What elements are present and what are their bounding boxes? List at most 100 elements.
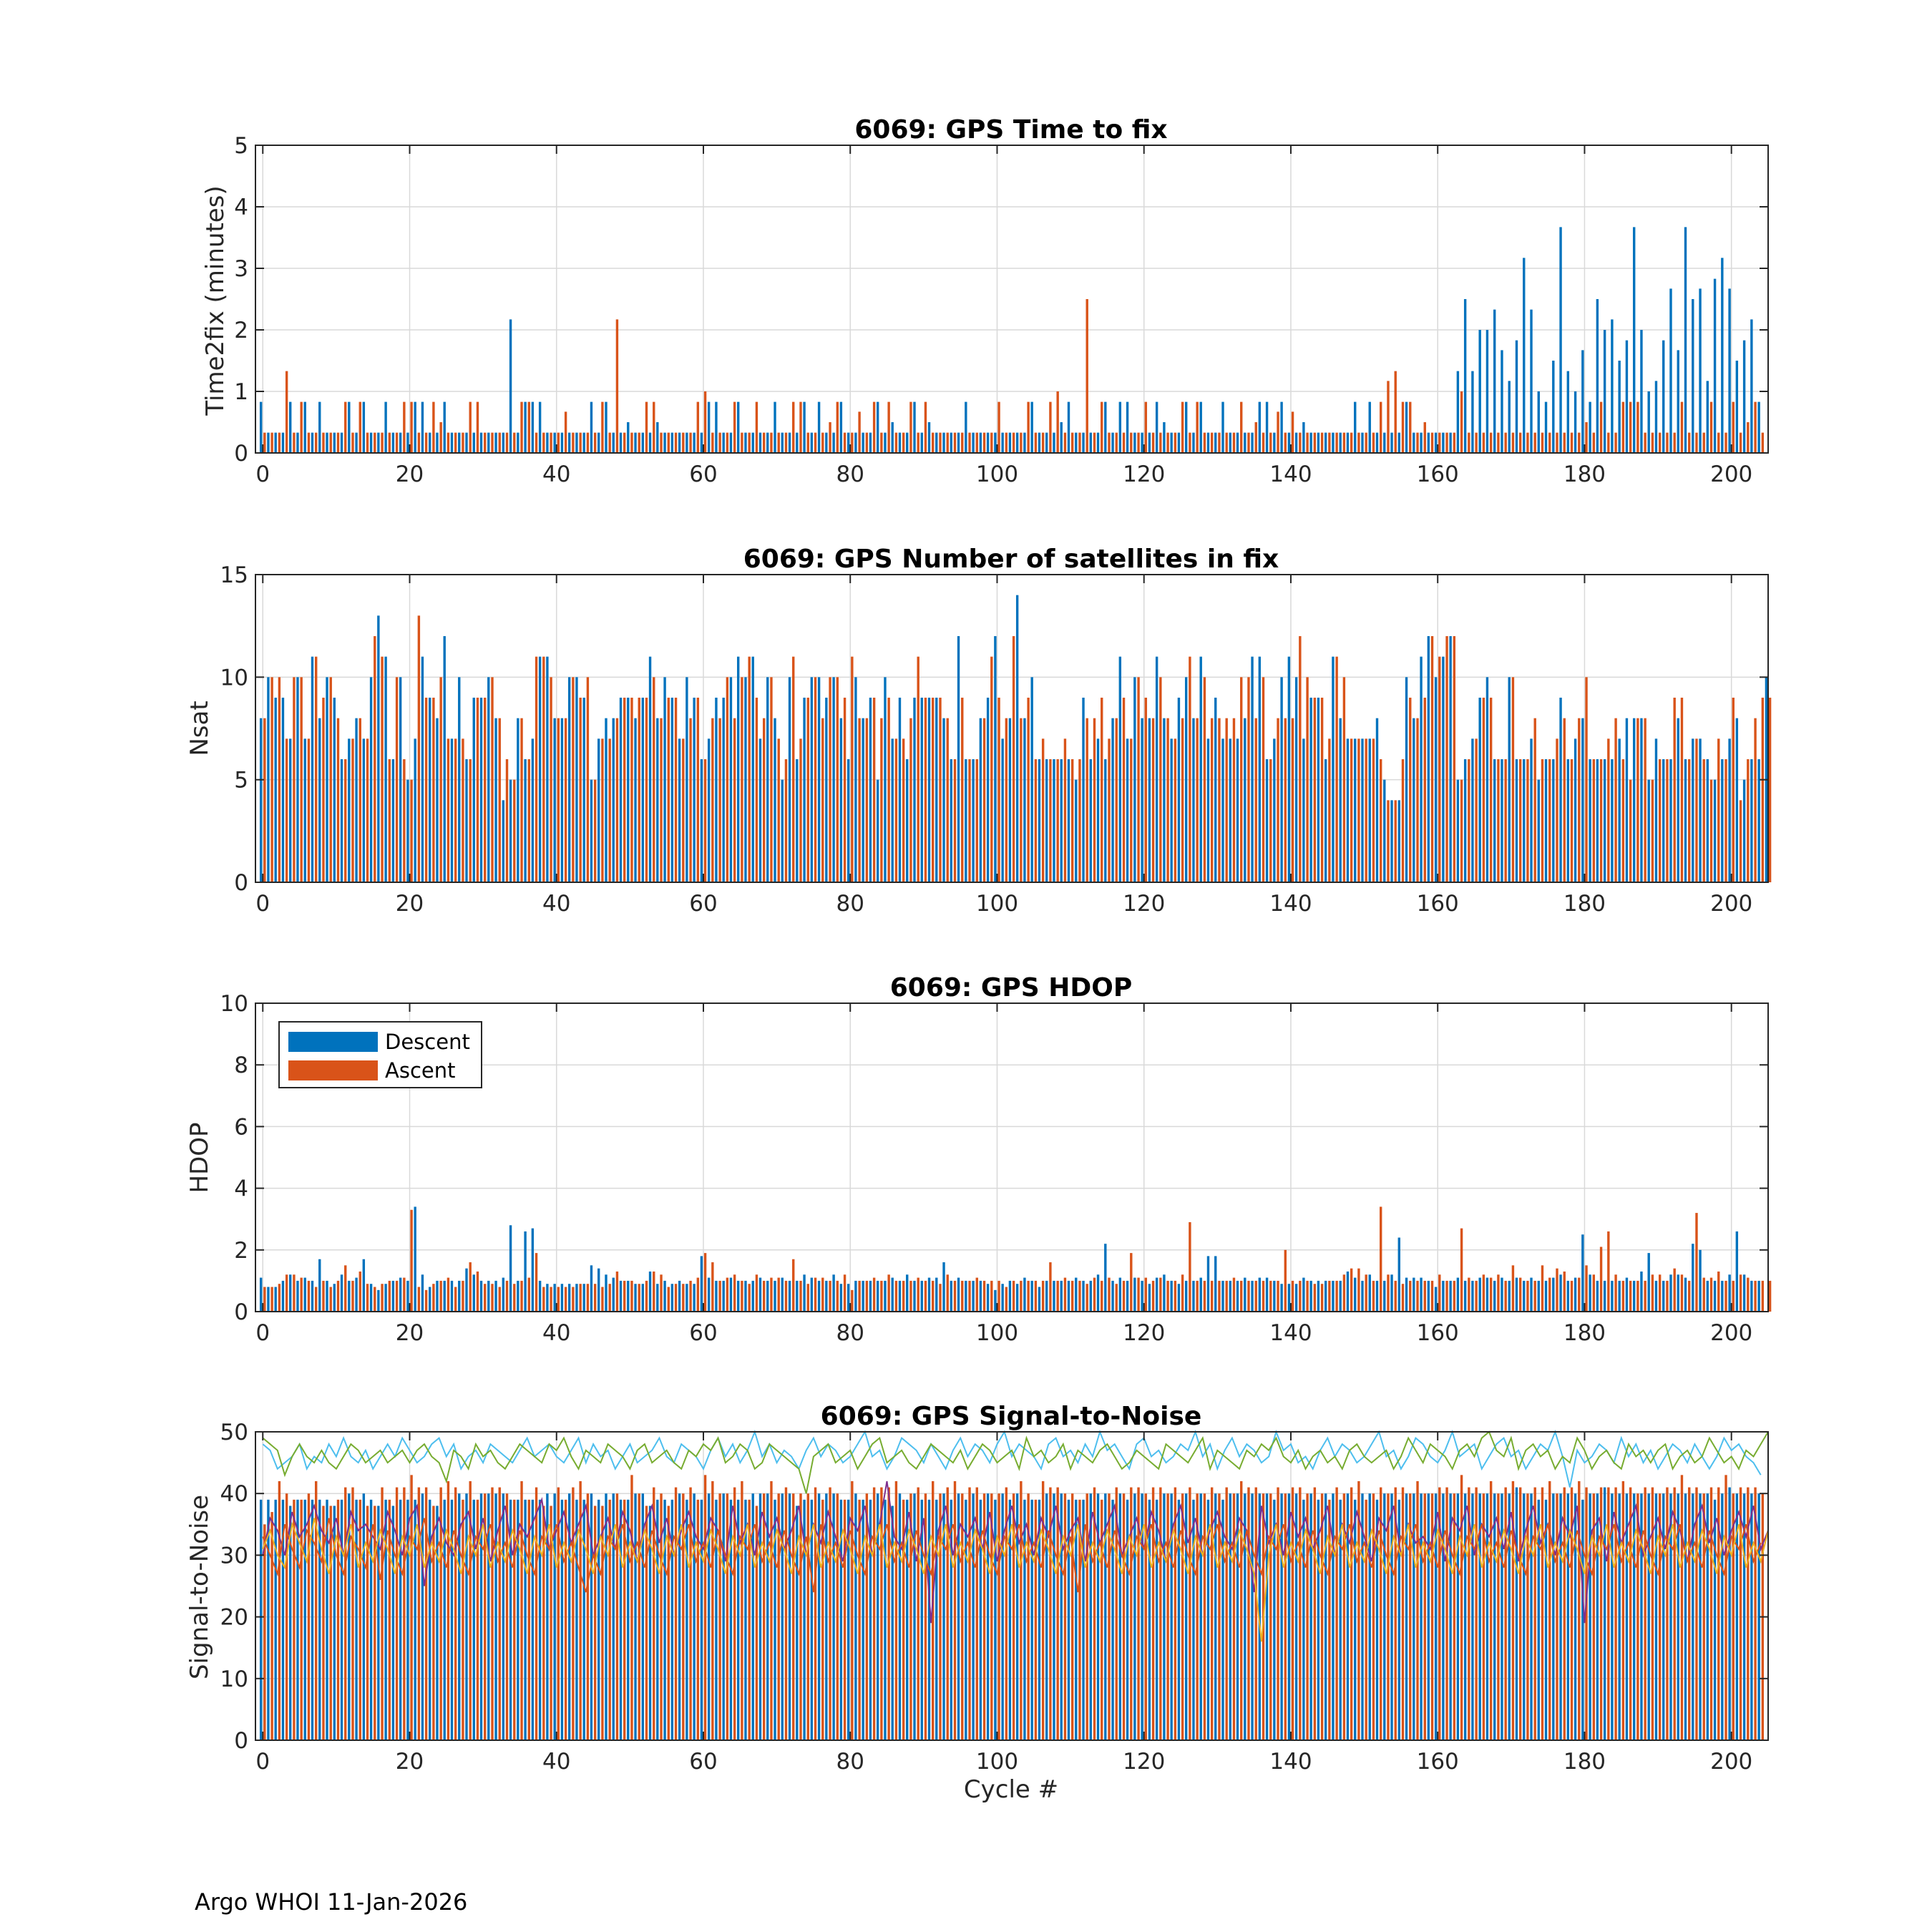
- bar-ascent: [1680, 1274, 1684, 1312]
- bar-ascent: [1203, 432, 1206, 453]
- bar-descent: [1170, 1280, 1173, 1312]
- bar-ascent: [638, 432, 640, 453]
- bar-descent: [700, 1499, 703, 1740]
- bar-descent: [876, 1493, 879, 1740]
- bar-ascent: [806, 1493, 809, 1740]
- bar-ascent: [924, 1493, 927, 1740]
- y-tick-label: 6: [234, 1114, 248, 1140]
- bar-ascent: [1070, 1280, 1074, 1312]
- bar-ascent: [505, 1493, 509, 1740]
- bar-ascent: [1012, 1493, 1015, 1740]
- bar-descent: [605, 1493, 608, 1740]
- bar-ascent: [1240, 1280, 1243, 1312]
- bar-descent: [758, 1493, 762, 1740]
- bar-ascent: [1644, 1487, 1646, 1740]
- bar-descent: [1141, 1280, 1143, 1312]
- x-tick-label: 120: [1123, 462, 1165, 487]
- bar-ascent: [1651, 1487, 1654, 1740]
- bar-descent: [781, 432, 784, 453]
- bar-descent: [1471, 738, 1474, 882]
- bar-descent: [1045, 1280, 1048, 1312]
- bar-descent: [1559, 1493, 1562, 1740]
- bar-descent: [1589, 1274, 1591, 1312]
- bar-descent: [648, 1506, 652, 1740]
- bar-ascent: [748, 432, 751, 453]
- bar-descent: [1493, 759, 1496, 882]
- bar-descent: [1523, 759, 1526, 882]
- bar-descent: [436, 432, 439, 453]
- bar-descent: [839, 718, 843, 882]
- bar-ascent: [1585, 677, 1588, 882]
- bar-ascent: [1695, 738, 1698, 882]
- bar-ascent: [366, 738, 369, 882]
- bar-ascent: [1761, 1280, 1765, 1312]
- bar-ascent: [307, 738, 311, 882]
- bar-descent: [348, 401, 351, 453]
- bar-descent: [1427, 636, 1430, 882]
- bar-ascent: [439, 677, 442, 882]
- bar-ascent: [484, 1493, 487, 1740]
- bar-ascent: [1306, 1493, 1309, 1740]
- bar-ascent: [1629, 401, 1632, 453]
- bar-ascent: [1533, 1487, 1536, 1740]
- bar-ascent: [1709, 401, 1713, 453]
- bar-ascent: [1504, 759, 1507, 882]
- bar-descent: [296, 1280, 299, 1312]
- bar-ascent: [498, 1487, 501, 1740]
- bar-descent: [817, 677, 821, 882]
- bar-ascent: [1468, 759, 1470, 882]
- bar-descent: [1045, 432, 1048, 453]
- bar-ascent: [1511, 1480, 1515, 1740]
- bar-ascent: [358, 1271, 361, 1312]
- bar-ascent: [1196, 1493, 1199, 1740]
- bar-descent: [259, 401, 263, 453]
- bar-ascent: [1688, 432, 1691, 453]
- bar-ascent: [462, 1499, 464, 1740]
- bar-descent: [1596, 759, 1599, 882]
- bar-ascent: [1056, 1487, 1059, 1740]
- bar-ascent: [417, 615, 421, 882]
- bar-ascent: [1409, 401, 1412, 453]
- bar-descent: [1375, 718, 1379, 882]
- bar-ascent: [946, 1487, 949, 1740]
- bar-ascent: [1299, 636, 1302, 882]
- bar-ascent: [1078, 1499, 1081, 1740]
- bar-ascent: [374, 1287, 376, 1312]
- bar-descent: [355, 432, 358, 453]
- bar-ascent: [711, 718, 714, 882]
- bar-descent: [656, 1499, 659, 1740]
- bar-descent: [1449, 636, 1452, 882]
- bar-descent: [1038, 1499, 1041, 1740]
- bar-descent: [869, 432, 872, 453]
- bar-ascent: [1518, 759, 1522, 882]
- bar-ascent: [1350, 432, 1353, 453]
- bar-descent: [1133, 1493, 1136, 1740]
- bar-descent: [1471, 1493, 1474, 1740]
- bar-descent: [927, 698, 931, 882]
- bar-descent: [1273, 432, 1276, 453]
- bar-ascent: [1526, 432, 1529, 453]
- bar-ascent: [1335, 1487, 1338, 1740]
- bar-descent: [1721, 759, 1724, 882]
- bar-descent: [362, 1259, 366, 1312]
- bar-ascent: [1078, 1280, 1081, 1312]
- bar-ascent: [674, 698, 678, 882]
- bar-descent: [1339, 718, 1342, 882]
- bar-ascent: [491, 1487, 494, 1740]
- bar-ascent: [1144, 1493, 1148, 1740]
- bar-ascent: [263, 432, 266, 453]
- bar-descent: [641, 432, 644, 453]
- bar-descent: [927, 1277, 931, 1312]
- bar-descent: [942, 1493, 945, 1740]
- bar-ascent: [395, 1280, 399, 1312]
- bar-ascent: [1607, 1231, 1610, 1312]
- bar-ascent: [770, 677, 773, 882]
- bar-descent: [502, 800, 505, 882]
- bar-descent: [796, 432, 799, 453]
- bar-descent: [796, 1506, 799, 1740]
- bar-ascent: [1599, 1487, 1603, 1740]
- bar-descent: [715, 1499, 718, 1740]
- bar-descent: [465, 432, 468, 453]
- bar-ascent: [703, 1253, 707, 1312]
